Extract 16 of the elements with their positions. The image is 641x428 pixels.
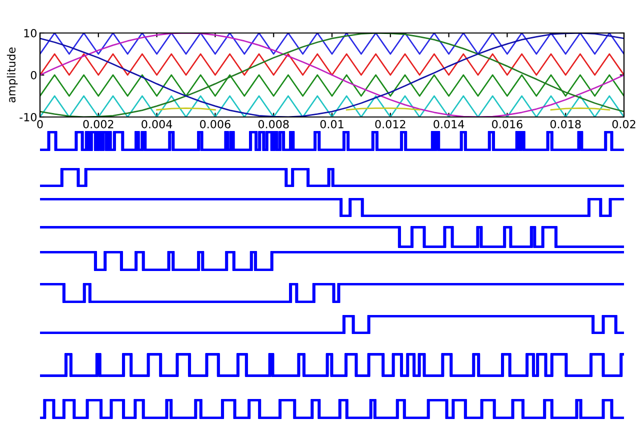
x-tick-label: 0.01: [320, 120, 344, 128]
x-tick-label: 0.008: [258, 120, 289, 128]
x-tick-label: 0: [37, 120, 43, 128]
x-tick-label: 0.002: [83, 120, 114, 128]
y-tick-label: 0: [30, 70, 36, 80]
line-series: [40, 33, 624, 117]
x-tick-label: 0.006: [200, 120, 230, 128]
x-tick-label: 0.004: [142, 120, 172, 128]
x-tick-label: 0.014: [434, 120, 464, 128]
y-tick-label: -10: [20, 112, 36, 122]
x-tick-label: 0.012: [375, 120, 406, 128]
y-axis-title: amplitude: [6, 48, 18, 102]
x-tick-label: 0.016: [492, 120, 522, 128]
x-tick-label: 0.02: [612, 120, 636, 128]
y-tick-label: 10: [24, 28, 36, 38]
x-tick-label: 0.018: [550, 120, 581, 128]
